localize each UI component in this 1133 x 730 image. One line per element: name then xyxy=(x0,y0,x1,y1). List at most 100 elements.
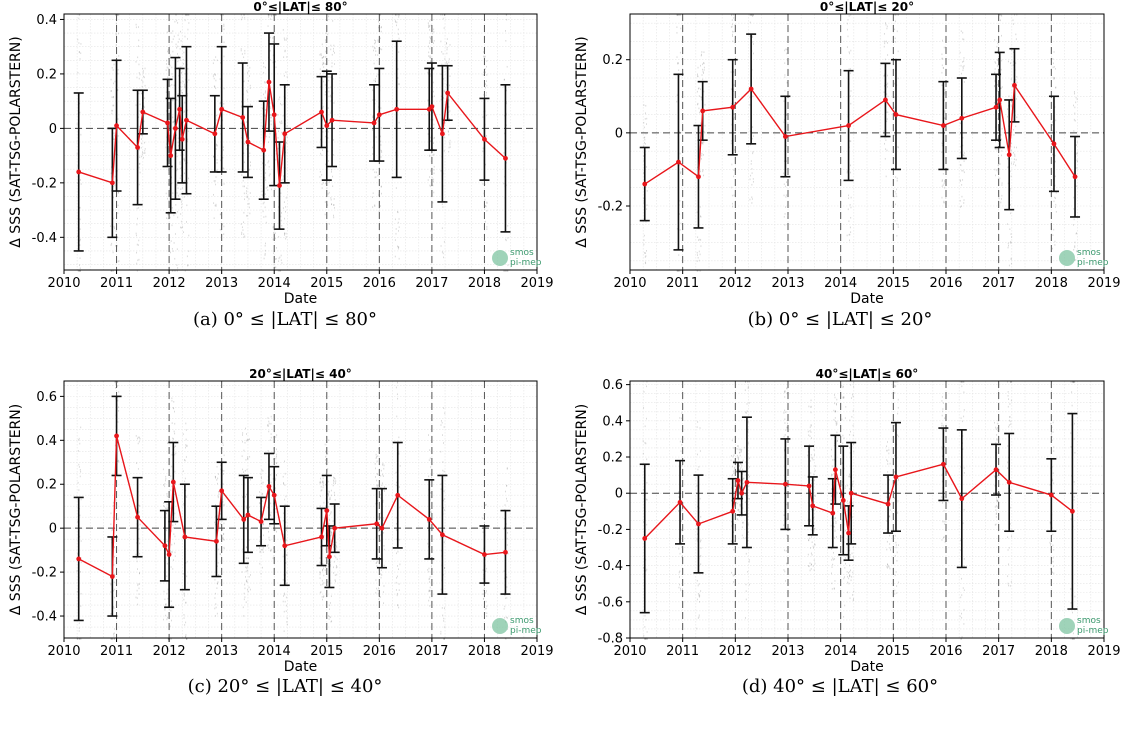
observation-dot xyxy=(183,504,185,507)
observation-dot xyxy=(214,597,216,599)
observation-dot xyxy=(324,201,326,203)
observation-dot xyxy=(784,49,786,52)
observation-dot xyxy=(380,144,382,146)
observation-dot xyxy=(842,396,844,399)
observation-dot xyxy=(142,81,144,83)
observation-dot xyxy=(242,496,244,498)
observation-dot xyxy=(429,55,431,57)
observation-dot xyxy=(274,232,276,234)
observation-dot xyxy=(645,262,647,265)
observation-dot xyxy=(222,156,224,159)
observation-dot xyxy=(325,91,326,93)
observation-dot xyxy=(676,56,678,58)
observation-dot xyxy=(886,548,888,551)
observation-dot xyxy=(283,175,285,177)
observation-dot xyxy=(889,505,891,507)
observation-dot xyxy=(80,557,82,559)
observation-dot xyxy=(221,432,223,434)
observation-dot xyxy=(221,223,223,226)
observation-dot xyxy=(136,262,138,265)
observation-dot xyxy=(698,593,700,596)
observation-dot xyxy=(186,255,188,258)
observation-dot xyxy=(831,517,833,520)
observation-dot xyxy=(171,83,173,86)
observation-dot xyxy=(372,89,374,92)
observation-dot xyxy=(835,480,837,482)
observation-dot xyxy=(380,576,382,579)
observation-dot xyxy=(272,37,274,39)
observation-dot xyxy=(243,598,245,601)
observation-dot xyxy=(328,15,330,18)
observation-dot xyxy=(698,466,700,468)
observation-dot xyxy=(895,571,897,573)
observation-dot xyxy=(849,233,851,236)
observation-dot xyxy=(676,14,678,16)
observation-dot xyxy=(223,87,225,90)
observation-dot xyxy=(833,558,835,561)
observation-dot xyxy=(1000,134,1002,136)
observation-dot xyxy=(678,491,679,494)
observation-dot xyxy=(167,49,169,51)
observation-dot xyxy=(374,463,376,465)
observation-dot xyxy=(276,453,278,456)
observation-dot xyxy=(700,555,702,557)
observation-dot xyxy=(383,545,385,547)
observation-dot xyxy=(114,134,116,137)
observation-dot xyxy=(248,557,249,560)
observation-dot xyxy=(260,550,262,553)
observation-dot xyxy=(645,618,647,621)
observation-dot xyxy=(143,76,145,79)
observation-dot xyxy=(115,519,117,521)
observation-dot xyxy=(222,429,224,432)
observation-dot xyxy=(784,434,786,436)
observation-dot xyxy=(996,169,998,172)
observation-dot xyxy=(733,548,735,551)
observation-dot xyxy=(213,193,214,196)
observation-dot xyxy=(505,270,507,272)
observation-dot xyxy=(378,447,379,450)
observation-dot xyxy=(676,94,678,97)
observation-dot xyxy=(171,224,173,227)
observation-dot xyxy=(246,144,248,147)
observation-dot xyxy=(1001,184,1003,186)
observation-dot xyxy=(177,41,179,43)
observation-dot xyxy=(701,74,703,76)
mean-marker xyxy=(271,492,277,498)
observation-dot xyxy=(811,536,812,538)
observation-dot xyxy=(382,519,384,521)
observation-dot xyxy=(216,144,218,147)
observation-dot xyxy=(943,200,945,203)
observation-dot xyxy=(433,165,435,168)
observation-dot xyxy=(849,226,851,229)
observation-dot xyxy=(1007,108,1009,110)
observation-dot xyxy=(184,172,185,175)
observation-dot xyxy=(376,460,378,463)
observation-dot xyxy=(381,192,382,195)
observation-dot xyxy=(171,247,173,250)
mean-marker xyxy=(245,512,251,518)
observation-dot xyxy=(503,85,505,88)
observation-dot xyxy=(112,504,114,507)
observation-dot xyxy=(843,396,845,398)
observation-dot xyxy=(113,185,114,188)
observation-dot xyxy=(177,194,179,197)
observation-dot xyxy=(482,531,484,533)
observation-dot xyxy=(848,197,850,200)
observation-dot xyxy=(432,201,434,204)
chart-panel-3: 2010 2011 2012 2013 2014 2015 2016 2017 2018 2019… xyxy=(8,367,554,697)
observation-dot xyxy=(853,443,855,446)
observation-dot xyxy=(430,24,432,27)
observation-dot xyxy=(259,562,261,565)
observation-dot xyxy=(380,14,381,16)
observation-dot xyxy=(700,64,701,67)
observation-dot xyxy=(336,558,338,561)
observation-dot xyxy=(703,62,704,64)
observation-dot xyxy=(997,64,999,66)
observation-dot xyxy=(176,248,178,250)
observation-dot xyxy=(1054,77,1056,79)
observation-dot xyxy=(994,80,996,83)
observation-dot xyxy=(731,525,733,527)
observation-dot xyxy=(506,597,508,599)
observation-dot xyxy=(380,497,382,499)
observation-dot xyxy=(135,232,137,235)
